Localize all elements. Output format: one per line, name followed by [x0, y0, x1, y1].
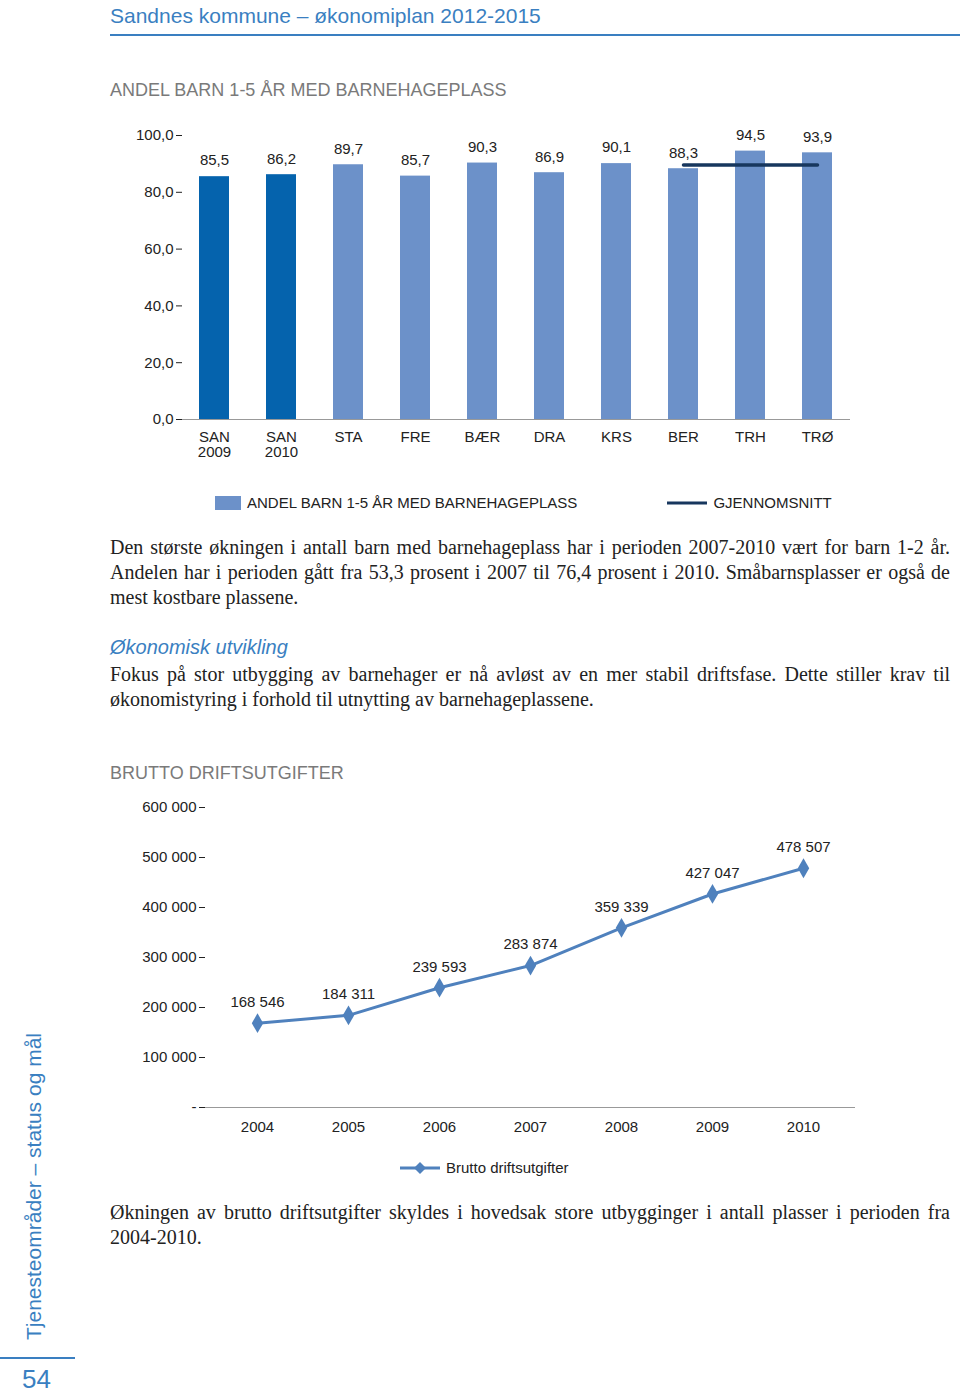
html-text:ANDEL BARN 1-5 ÅR MED BARNEHAG: ANDEL BARN 1-5 ÅR MED BARNEHAGEPLASS: [110, 80, 507, 100]
html-text:Fokus på stor utbygging av bar: Fokus på stor utbygging av barnehager er…: [110, 663, 950, 710]
svg-text:STA: STA: [334, 428, 362, 445]
svg-text:88,3: 88,3: [669, 144, 698, 161]
html-text:BRUTTO DRIFTSUTGIFTER: BRUTTO DRIFTSUTGIFTER: [110, 763, 344, 783]
svg-text:FRE: FRE: [401, 428, 431, 445]
svg-text:TRØ: TRØ: [802, 428, 834, 445]
svg-text:2010: 2010: [787, 1118, 820, 1135]
svg-text:89,7: 89,7: [334, 140, 363, 157]
svg-text:TRH: TRH: [735, 428, 766, 445]
svg-text:2009: 2009: [696, 1118, 729, 1135]
svg-text:90,3: 90,3: [468, 138, 497, 155]
html-text:ANDEL BARN 1-5 ÅR MED BARNEHAG: ANDEL BARN 1-5 ÅR MED BARNEHAGEPLASS: [247, 494, 578, 511]
svg-text:40,0: 40,0: [144, 297, 173, 314]
svg-text:2004: 2004: [241, 1118, 274, 1135]
svg-text:80,0: 80,0: [144, 183, 173, 200]
svg-text:500 000: 500 000: [142, 848, 196, 865]
svg-text:90,1: 90,1: [602, 138, 631, 155]
svg-text:283 874: 283 874: [503, 935, 557, 952]
svg-text:85,7: 85,7: [401, 151, 430, 168]
svg-text:2005: 2005: [332, 1118, 365, 1135]
svg-text:20,0: 20,0: [144, 354, 173, 371]
svg-text:86,9: 86,9: [535, 148, 564, 165]
svg-text:2006: 2006: [423, 1118, 456, 1135]
html-text:54: 54: [22, 1364, 51, 1394]
svg-text:0,0: 0,0: [153, 410, 174, 427]
svg-text:SAN2009: SAN2009: [198, 428, 231, 460]
svg-text:94,5: 94,5: [736, 126, 765, 143]
svg-text:478 507: 478 507: [776, 838, 830, 855]
svg-text:200 000: 200 000: [142, 998, 196, 1015]
html-text:GJENNOMSNITT: GJENNOMSNITT: [713, 494, 832, 511]
svg-text:93,9: 93,9: [803, 128, 832, 145]
svg-text:239 593: 239 593: [412, 958, 466, 975]
svg-text:85,5: 85,5: [200, 151, 229, 168]
svg-text:2008: 2008: [605, 1118, 638, 1135]
svg-text:2007: 2007: [514, 1118, 547, 1135]
html-text:Økningen av brutto driftsutgif: Økningen av brutto driftsutgifter skylde…: [110, 1201, 950, 1248]
svg-text:359 339: 359 339: [594, 898, 648, 915]
svg-text:600 000: 600 000: [142, 798, 196, 815]
svg-text:184 311: 184 311: [322, 985, 375, 1002]
svg-text:SAN2010: SAN2010: [265, 428, 298, 460]
svg-text:427 047: 427 047: [685, 864, 739, 881]
svg-text:BER: BER: [668, 428, 699, 445]
svg-text:100 000: 100 000: [142, 1048, 196, 1065]
svg-text:86,2: 86,2: [267, 149, 296, 166]
svg-text:300 000: 300 000: [142, 948, 196, 965]
svg-text:168 546: 168 546: [230, 993, 284, 1010]
html-text:Økonomisk utvikling: Økonomisk utvikling: [110, 636, 288, 658]
html-text:Brutto driftsutgifter: Brutto driftsutgifter: [446, 1159, 569, 1176]
html-text:Den største økningen i antall: Den største økningen i antall barn med b…: [110, 536, 950, 608]
svg-text:BÆR: BÆR: [465, 428, 501, 445]
svg-text:100,0: 100,0: [136, 126, 174, 143]
svg-text:KRS: KRS: [601, 428, 632, 445]
svg-text:-: -: [192, 1098, 197, 1115]
svg-text:60,0: 60,0: [144, 240, 173, 257]
html-text:Tjenesteområder – status og må: Tjenesteområder – status og mål: [22, 1033, 45, 1340]
svg-text:DRA: DRA: [534, 428, 566, 445]
svg-text:400 000: 400 000: [142, 898, 196, 915]
html-text:Sandnes kommune – økonomiplan: Sandnes kommune – økonomiplan 2012-2015: [110, 4, 541, 27]
